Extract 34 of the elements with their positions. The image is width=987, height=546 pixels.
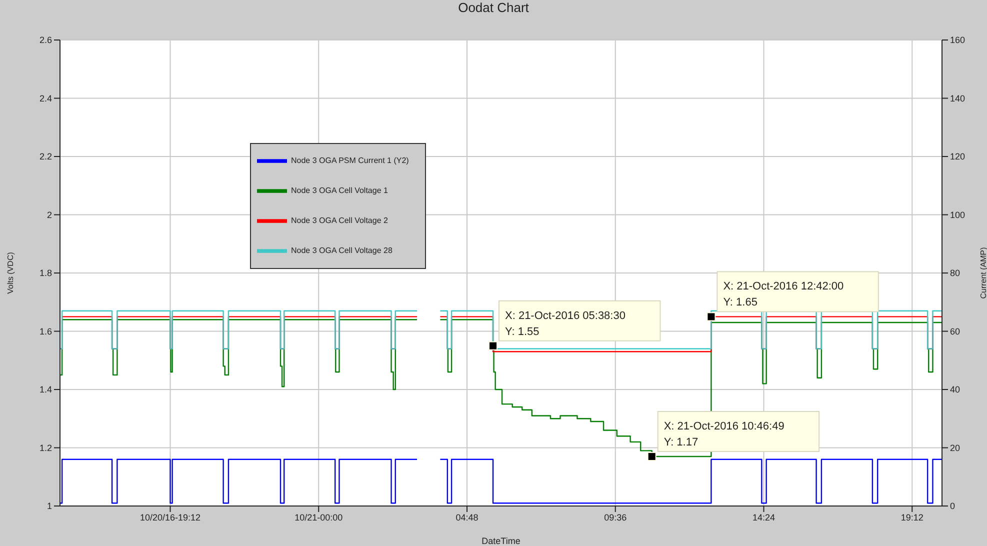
- annotation: X: 21-Oct-2016 05:38:30 Y: 1.55: [505, 310, 626, 338]
- legend-label: Node 3 OGA PSM Current 1 (Y2): [291, 156, 409, 166]
- y2-tick-label: 100: [950, 210, 966, 220]
- y2-tick-label: 60: [950, 326, 960, 336]
- y2-tick-label: 80: [950, 268, 960, 278]
- x-tick-label: 04:48: [456, 512, 478, 522]
- annotation: X: 21-Oct-2016 12:42:00 Y: 1.65: [723, 280, 844, 309]
- legend-label: Node 3 OGA Cell Voltage 28: [291, 246, 392, 256]
- x-tick-label: 09:36: [604, 512, 627, 522]
- y-tick-label: 2.6: [39, 35, 52, 46]
- y-tick-label: 2: [46, 210, 52, 220]
- legend-label: Node 3 OGA Cell Voltage 1: [291, 186, 388, 196]
- x-tick-label: 10/21-00:00: [294, 512, 343, 522]
- x-tick-label: 19:12: [900, 512, 924, 522]
- y2-tick-label: 140: [950, 93, 966, 104]
- legend-label: Node 3 OGA Cell Voltage 2: [291, 216, 388, 226]
- x-tick-label: 10/20/16-19:12: [140, 512, 201, 522]
- y2-tick-label: 20: [950, 442, 960, 453]
- y2-tick-label: 40: [950, 384, 960, 395]
- y-tick-label: 2.2: [39, 152, 52, 162]
- y2-tick-label: 0: [950, 501, 956, 512]
- x-tick-label: 14:24: [752, 512, 776, 522]
- x-axis-title: DateTime: [482, 536, 520, 546]
- chart-title: Oodat Chart: [457, 0, 530, 15]
- y-tick-label: 2.4: [39, 93, 52, 104]
- y2-tick-label: 120: [950, 152, 966, 162]
- y-axis-title: Volts (VDC): [6, 252, 15, 294]
- y-tick-label: 1.4: [39, 384, 52, 395]
- y-tick-label: 1.6: [39, 326, 52, 336]
- annotation: X: 21-Oct-2016 10:46:49 Y: 1.17: [664, 420, 784, 448]
- y-tick-label: 1: [46, 501, 52, 512]
- y-tick-label: 1.8: [39, 268, 52, 278]
- y2-tick-label: 160: [950, 35, 966, 46]
- y-tick-label: 1.2: [39, 442, 52, 453]
